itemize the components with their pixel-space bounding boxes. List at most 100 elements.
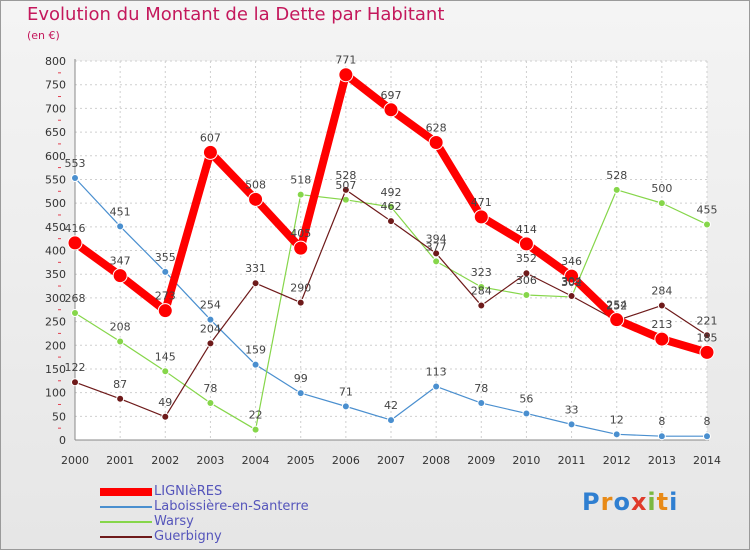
data-point-3 — [116, 394, 125, 403]
y-tick-label: 300 — [45, 292, 66, 305]
data-label: 304 — [561, 275, 582, 288]
data-point-1 — [522, 409, 531, 418]
y-tick-label: 350 — [45, 268, 66, 281]
data-point-3 — [341, 185, 350, 194]
data-point-2 — [116, 337, 125, 346]
legend-swatch — [100, 536, 152, 538]
data-label: 254 — [606, 299, 627, 312]
data-label: 355 — [155, 251, 176, 264]
data-label: 377 — [426, 240, 447, 253]
data-point-2 — [703, 220, 711, 229]
data-label: 462 — [381, 200, 402, 213]
data-label: 284 — [651, 284, 672, 297]
data-point-2 — [612, 185, 621, 194]
data-point-2 — [477, 282, 486, 291]
data-label: 56 — [519, 392, 533, 405]
x-tick-label: 2007 — [377, 454, 405, 467]
data-point-0 — [157, 303, 173, 319]
data-point-0 — [518, 236, 534, 252]
data-point-1 — [432, 382, 441, 391]
x-tick-label: 2011 — [558, 454, 586, 467]
data-label: 78 — [474, 382, 488, 395]
data-label: 254 — [200, 299, 221, 312]
data-point-1 — [206, 315, 215, 324]
data-point-2 — [161, 367, 170, 376]
data-point-3 — [71, 378, 79, 387]
y-tick-label: 700 — [45, 102, 66, 115]
data-point-0 — [699, 344, 715, 360]
y-tick-label: 500 — [45, 197, 66, 210]
data-point-0 — [67, 235, 83, 251]
x-tick-label: 2008 — [422, 454, 450, 467]
data-label: 347 — [110, 255, 131, 268]
data-label: 306 — [516, 274, 537, 287]
data-point-3 — [657, 301, 666, 310]
data-point-3 — [387, 217, 395, 226]
y-tick-label: 150 — [45, 363, 66, 376]
data-point-0 — [428, 134, 444, 150]
data-point-3 — [703, 331, 711, 340]
data-point-3 — [206, 339, 215, 348]
data-point-3 — [251, 279, 260, 288]
data-point-1 — [567, 420, 576, 429]
y-tick-label: 200 — [45, 339, 66, 352]
data-point-0 — [473, 209, 489, 225]
data-point-3 — [477, 301, 486, 310]
data-label: 331 — [245, 262, 266, 275]
data-point-1 — [612, 430, 621, 439]
data-label: 159 — [245, 344, 266, 357]
data-point-1 — [161, 267, 170, 276]
data-label: 394 — [426, 232, 447, 245]
data-point-0 — [248, 191, 264, 207]
data-label: 22 — [249, 409, 263, 422]
data-point-2 — [657, 199, 666, 208]
y-tick-label: 0 — [59, 434, 66, 447]
data-label: 8 — [658, 415, 665, 428]
y-tick-label: 250 — [45, 316, 66, 329]
y-tick-label: 650 — [45, 126, 66, 139]
data-point-0 — [564, 268, 580, 284]
data-label: 145 — [155, 350, 176, 363]
data-label: 33 — [565, 403, 579, 416]
data-label: 405 — [290, 227, 311, 240]
data-point-2 — [251, 425, 260, 434]
data-label: 8 — [704, 415, 711, 428]
data-label: 323 — [471, 266, 492, 279]
data-point-1 — [296, 389, 305, 398]
legend-label: LIGNIèRES — [154, 484, 223, 499]
x-tick-label: 2003 — [196, 454, 224, 467]
data-label: 71 — [339, 385, 353, 398]
y-tick-label: 450 — [45, 221, 66, 234]
y-tick-label: 800 — [45, 55, 66, 68]
legend-swatch — [100, 506, 152, 508]
data-point-0 — [338, 67, 354, 83]
data-label: 204 — [200, 322, 221, 335]
data-label: 518 — [290, 174, 311, 187]
data-label: 208 — [110, 320, 131, 333]
y-tick-label: 50 — [52, 410, 66, 423]
data-label: 414 — [516, 223, 537, 236]
data-label: 553 — [65, 157, 86, 170]
data-label: 607 — [200, 131, 221, 144]
x-tick-label: 2012 — [603, 454, 631, 467]
data-label: 122 — [65, 361, 86, 374]
legend-label: Guerbigny — [154, 529, 222, 544]
data-label: 87 — [113, 378, 127, 391]
data-point-2 — [522, 291, 531, 300]
data-point-0 — [112, 268, 128, 284]
data-label: 416 — [65, 222, 86, 235]
data-point-1 — [71, 174, 79, 183]
data-label: 471 — [471, 196, 492, 209]
data-label: 290 — [290, 282, 311, 295]
data-label: 455 — [697, 203, 718, 216]
data-point-2 — [296, 190, 305, 199]
chart-unit: (en €) — [27, 29, 60, 42]
x-tick-label: 2002 — [151, 454, 179, 467]
data-point-3 — [432, 249, 441, 258]
data-label: 268 — [65, 292, 86, 305]
data-point-0 — [609, 312, 625, 328]
x-tick-label: 2010 — [512, 454, 540, 467]
data-label: 185 — [697, 331, 718, 344]
data-label: 42 — [384, 399, 398, 412]
legend-swatch — [100, 521, 152, 523]
